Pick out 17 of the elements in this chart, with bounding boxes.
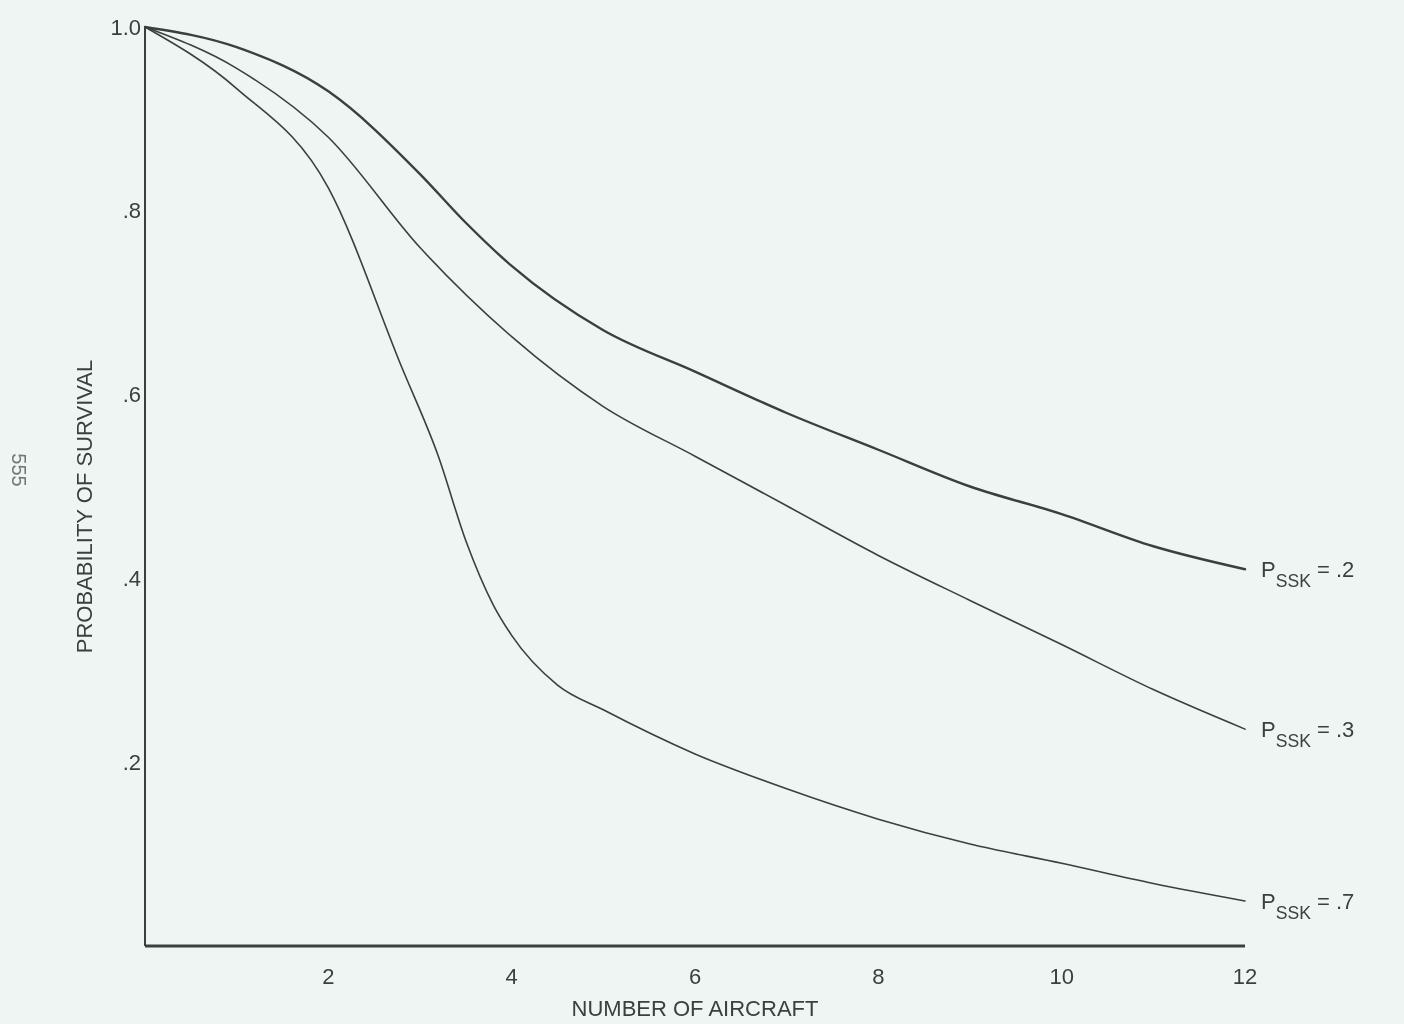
y-tick-label: 1.0 (110, 14, 141, 40)
x-tick-label: 12 (1232, 964, 1258, 989)
series-label: P$_{SSK}$ = .3 (1261, 717, 1355, 752)
x-tick-label: 2 (322, 964, 335, 989)
series-label: P$_{SSK}$ = .2 (1261, 557, 1355, 592)
y-tick-label: .6 (122, 382, 141, 408)
series-label: P$_{SSK}$ = .7 (1261, 888, 1355, 923)
x-tick-label: 6 (688, 964, 702, 989)
x-tick-label: 4 (505, 964, 518, 989)
text: 555 (8, 453, 30, 487)
y-tick-label: .2 (122, 749, 141, 775)
x-tick-label: 8 (872, 964, 885, 989)
x-tick-label: 10 (1049, 964, 1074, 989)
x-axis-title: NUMBER OF AIRCRAFT (571, 996, 819, 1021)
y-axis-title: PROBABILITY OF SURVIVAL (72, 359, 97, 654)
y-tick-label: .4 (122, 565, 141, 591)
y-tick-label: .8 (122, 198, 141, 224)
